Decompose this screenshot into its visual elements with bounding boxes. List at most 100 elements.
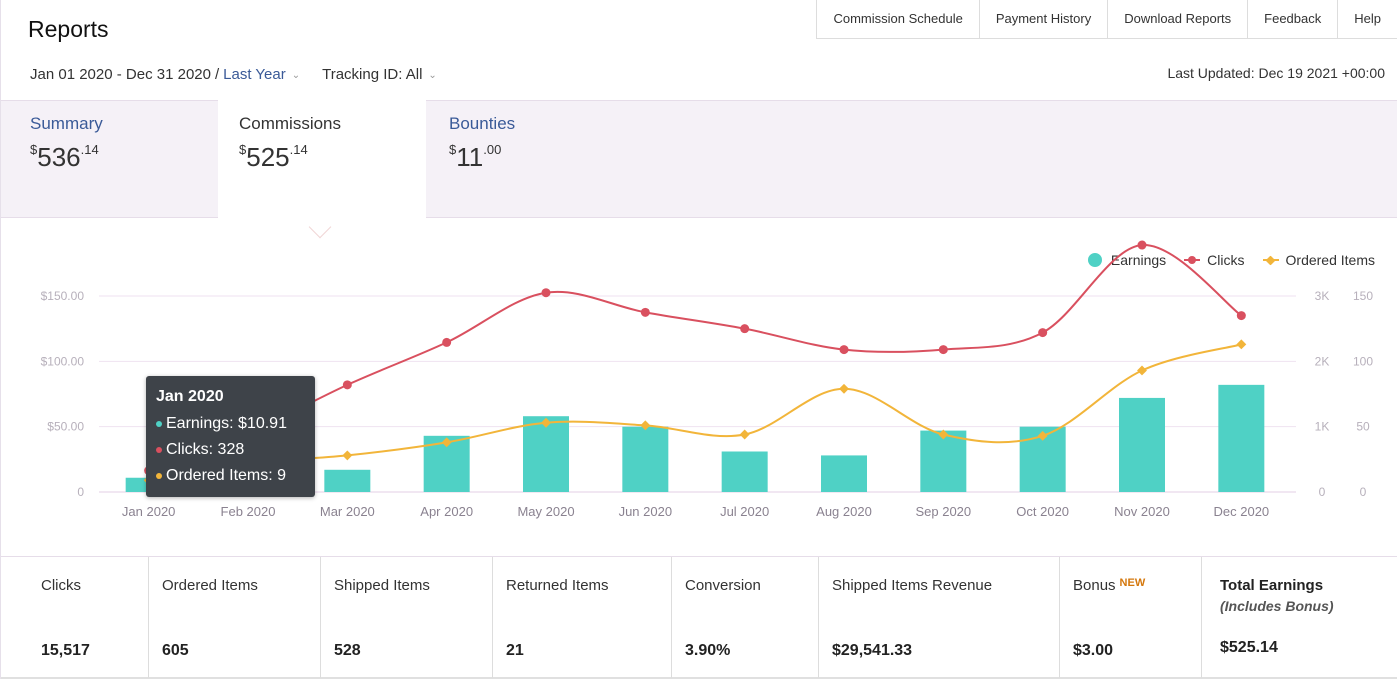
tooltip-row-earnings: Earnings: $10.91 [156, 411, 305, 437]
y-right-clicks-tick-label: 3K [1315, 289, 1330, 303]
period-dropdown[interactable]: Last Year [223, 66, 286, 83]
currency-symbol: $ [30, 142, 38, 157]
x-tick-label: Feb 2020 [221, 504, 276, 519]
metrics-row: Clicks 15,517 Ordered Items 605 Shipped … [1, 556, 1397, 679]
ordered-items-point [739, 429, 750, 440]
amount-cents: .14 [289, 142, 308, 157]
ordered-items-point [441, 437, 452, 448]
date-separator: / [214, 66, 220, 83]
tooltip-row-ordered: Ordered Items: 9 [156, 463, 305, 489]
ordered-items-point [342, 450, 353, 461]
earnings-bar [1218, 384, 1265, 492]
tab-bounties-label: Bounties [449, 114, 516, 133]
clicks-line [148, 244, 1242, 472]
y-left-tick-label: $150.00 [41, 289, 85, 303]
metric-clicks: Clicks 15,517 [1, 557, 149, 678]
x-tick-label: Jul 2020 [720, 504, 769, 519]
nav-commission-schedule[interactable]: Commission Schedule [817, 0, 980, 38]
tooltip-row-clicks: Clicks: 328 [156, 437, 305, 463]
tooltip-title: Jan 2020 [156, 388, 224, 405]
chevron-down-icon[interactable]: ⌄ [291, 70, 301, 81]
y-right-items-tick-label: 100 [1353, 354, 1373, 368]
metric-shipped-items: Shipped Items 528 [321, 557, 493, 678]
ordered-items-point [938, 429, 949, 440]
tab-commissions[interactable]: Commissions $525.14 [218, 100, 426, 222]
metric-label: Bonus NEW [1073, 577, 1201, 594]
earnings-bar [821, 455, 867, 492]
tooltip-clicks: Clicks: 328 [166, 441, 245, 458]
metric-label: Conversion [685, 577, 761, 594]
date-range: Jan 01 2020 - Dec 31 2020 [30, 66, 211, 83]
bounties-amount: $11.00 [449, 142, 628, 172]
clicks-point [1137, 240, 1147, 250]
legend-ordered-label: Ordered Items [1285, 252, 1375, 268]
x-tick-label: Nov 2020 [1114, 504, 1170, 519]
clicks-point [740, 324, 750, 334]
clicks-point [541, 288, 551, 298]
tab-summary[interactable]: Summary $536.14 [9, 100, 217, 218]
legend-clicks[interactable]: Clicks [1184, 252, 1245, 268]
nav-payment-history[interactable]: Payment History [980, 0, 1109, 38]
ordered-dot-icon [156, 473, 162, 479]
tracking-id-dropdown[interactable]: Tracking ID: All [322, 66, 423, 83]
earnings-bar [523, 416, 569, 492]
legend-ordered-items[interactable]: Ordered Items [1262, 252, 1375, 268]
chevron-down-icon[interactable]: ⌄ [428, 70, 437, 81]
nav-help[interactable]: Help [1354, 11, 1381, 26]
y-left-tick-label: 0 [77, 485, 84, 499]
earnings-bar [622, 426, 669, 492]
tooltip-ordered: Ordered Items: 9 [166, 467, 287, 484]
earnings-chart[interactable]: $150.00 $100.00 $50.00 0 3K 2K 1K 0 150 100 50 0 Jan… [1, 220, 1397, 556]
earnings-bar [920, 430, 967, 492]
clicks-point [640, 307, 650, 317]
nav-download-reports[interactable]: Download Reports [1108, 0, 1249, 38]
metric-label: Shipped Items Revenue [832, 577, 993, 594]
metric-label: Shipped Items [334, 577, 430, 594]
metric-value: 605 [162, 642, 189, 659]
metric-value: 3.90% [685, 642, 731, 659]
legend-clicks-label: Clicks [1207, 252, 1245, 268]
metric-bonus: Bonus NEW $3.00 [1060, 557, 1202, 678]
y-right-items-tick-label: 0 [1360, 485, 1367, 499]
x-tick-label: Dec 2020 [1214, 504, 1270, 519]
currency-symbol: $ [239, 142, 247, 157]
metric-sublabel: (Includes Bonus) [1220, 598, 1334, 614]
metric-value: $3.00 [1073, 642, 1114, 659]
metric-value: 21 [506, 642, 524, 659]
amount-cents: .00 [483, 142, 502, 157]
ordered-items-point [541, 417, 551, 428]
clicks-point [938, 345, 948, 355]
tab-bounties[interactable]: Bounties $11.00 [428, 100, 628, 218]
tab-commissions-label: Commissions [239, 114, 342, 133]
top-nav: Commission Schedule Payment History Down… [816, 0, 1397, 39]
chart-tooltip: Jan 2020 Earnings: $10.91 Clicks: 328 Or… [146, 376, 315, 497]
earnings-swatch-icon [1087, 253, 1102, 267]
ordered-items-point [640, 420, 651, 431]
tab-summary-label: Summary [30, 114, 103, 133]
metric-value: $29,541.33 [832, 642, 913, 659]
y-left-tick-label: $100.00 [41, 354, 85, 368]
amount-cents: .14 [80, 142, 99, 157]
page-title: Reports [28, 16, 109, 42]
x-tick-label: Jan 2020 [122, 504, 176, 519]
amount-main: 525 [246, 142, 290, 172]
tooltip-earnings: Earnings: $10.91 [166, 415, 287, 432]
metric-value: $525.14 [1220, 639, 1278, 656]
clicks-dot-icon [156, 447, 162, 453]
clicks-swatch-icon [1184, 253, 1201, 267]
x-tick-label: Apr 2020 [420, 504, 473, 519]
metric-returned-items: Returned Items 21 [493, 557, 672, 678]
x-tick-label: May 2020 [517, 504, 574, 519]
commissions-amount: $525.14 [239, 142, 426, 172]
earnings-bar [721, 451, 768, 492]
clicks-point [1038, 328, 1048, 338]
ordered-items-point [1037, 430, 1048, 441]
nav-feedback[interactable]: Feedback [1248, 0, 1339, 38]
x-tick-label: Jun 2020 [619, 504, 673, 519]
legend-earnings[interactable]: Earnings [1087, 252, 1166, 268]
earnings-bar [1119, 397, 1165, 492]
amount-main: 11 [456, 142, 484, 172]
earnings-bar [324, 469, 371, 492]
metric-shipped-revenue: Shipped Items Revenue $29,541.33 [819, 557, 1060, 678]
